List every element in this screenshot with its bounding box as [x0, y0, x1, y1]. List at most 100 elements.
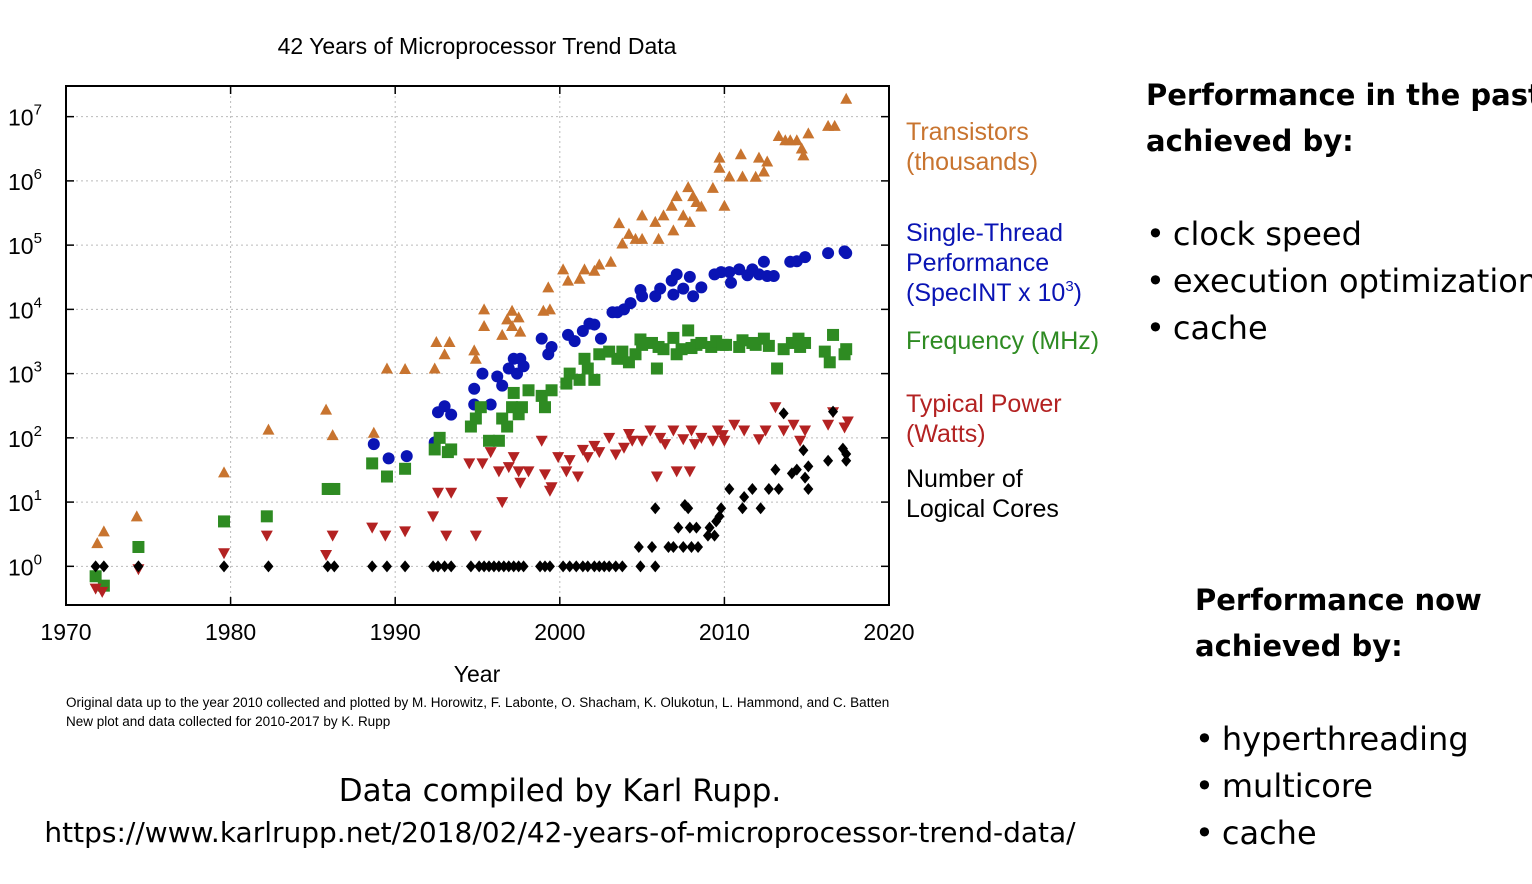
series-triangle-down [89, 402, 854, 598]
data-point [445, 408, 458, 421]
credits-line: New plot and data collected for 2010-201… [66, 714, 391, 729]
data-point [790, 134, 803, 146]
data-point [827, 328, 840, 341]
data-point [604, 560, 615, 573]
data-point [400, 560, 411, 573]
data-point [771, 362, 784, 375]
data-point [468, 344, 481, 356]
legend-entry: (thousands) [906, 148, 1038, 176]
data-point [484, 447, 497, 459]
data-point [538, 401, 551, 414]
data-point [603, 432, 616, 444]
data-point [496, 328, 509, 340]
data-point [535, 389, 548, 402]
data-point [646, 540, 657, 553]
data-point [582, 560, 593, 573]
source-url: https://www.karlrupp.net/2018/02/42-year… [44, 816, 1076, 849]
data-point [219, 560, 230, 573]
data-point [713, 161, 726, 173]
data-point [667, 224, 680, 236]
data-point [716, 430, 729, 442]
data-point [593, 348, 606, 361]
data-point [724, 276, 737, 289]
data-point [724, 482, 735, 495]
data-point [573, 373, 586, 386]
data-point [438, 348, 451, 360]
data-point [381, 560, 392, 573]
data-point [542, 281, 555, 293]
data-point [687, 290, 700, 303]
data-point [616, 345, 629, 358]
data-point [507, 452, 520, 464]
data-point [657, 209, 670, 221]
data-point [802, 127, 815, 139]
data-point [670, 268, 683, 281]
data-point [650, 502, 661, 515]
x-axis-ticks: 1970 1980 1990 2000 2010 2020 [40, 86, 915, 645]
data-point [803, 460, 814, 473]
data-point [723, 266, 736, 279]
data-point [738, 425, 751, 437]
data-point [650, 362, 663, 375]
data-point [762, 339, 775, 352]
data-point [573, 272, 586, 284]
data-point [757, 165, 770, 177]
now-list: hyperthreading multicore cache [1195, 716, 1469, 857]
data-point [759, 425, 772, 437]
data-point [552, 452, 565, 464]
data-point [496, 379, 509, 392]
data-point [367, 426, 380, 438]
data-point [469, 412, 482, 425]
data-point [564, 560, 575, 573]
data-point [218, 466, 231, 478]
data-point [97, 525, 110, 537]
data-point [683, 215, 696, 227]
data-point [399, 362, 412, 374]
data-point [132, 540, 145, 553]
data-point [576, 444, 589, 456]
data-point [366, 522, 379, 534]
data-point [367, 560, 378, 573]
data-points [89, 92, 854, 598]
data-point [560, 377, 573, 390]
data-point [594, 332, 607, 345]
y-tick-label: 102 [8, 423, 42, 452]
data-point [704, 521, 715, 534]
data-point [769, 402, 782, 414]
data-point [685, 425, 698, 437]
data-point [483, 434, 496, 447]
data-point [380, 470, 393, 483]
data-point [522, 384, 535, 397]
data-point [713, 151, 726, 163]
data-point [492, 434, 505, 447]
data-point [610, 560, 621, 573]
data-point [688, 439, 701, 451]
data-point [588, 318, 601, 331]
past-list: clock speed execution optimization cache [1146, 211, 1532, 352]
data-point [706, 435, 719, 447]
data-point [329, 560, 340, 573]
data-point [670, 466, 683, 478]
data-point [622, 428, 635, 440]
series-circle [367, 245, 853, 465]
data-point [649, 215, 662, 227]
data-point [445, 487, 458, 499]
data-point [543, 303, 556, 315]
data-point [496, 497, 509, 509]
data-point [822, 419, 835, 431]
data-point [478, 303, 491, 315]
data-point [752, 434, 765, 446]
data-point [581, 362, 594, 375]
past-heading: Performance in the past achieved by: [1146, 72, 1532, 164]
data-point [263, 560, 274, 573]
data-point [463, 458, 476, 470]
data-point [650, 471, 663, 483]
data-point [828, 119, 841, 131]
data-point [677, 282, 690, 295]
data-point [514, 477, 527, 489]
compiled-by-text: Data compiled by Karl Rupp. [338, 773, 782, 809]
x-tick-label: 1990 [370, 619, 421, 645]
data-point [522, 466, 535, 478]
data-point [828, 405, 839, 418]
data-point [667, 331, 680, 344]
